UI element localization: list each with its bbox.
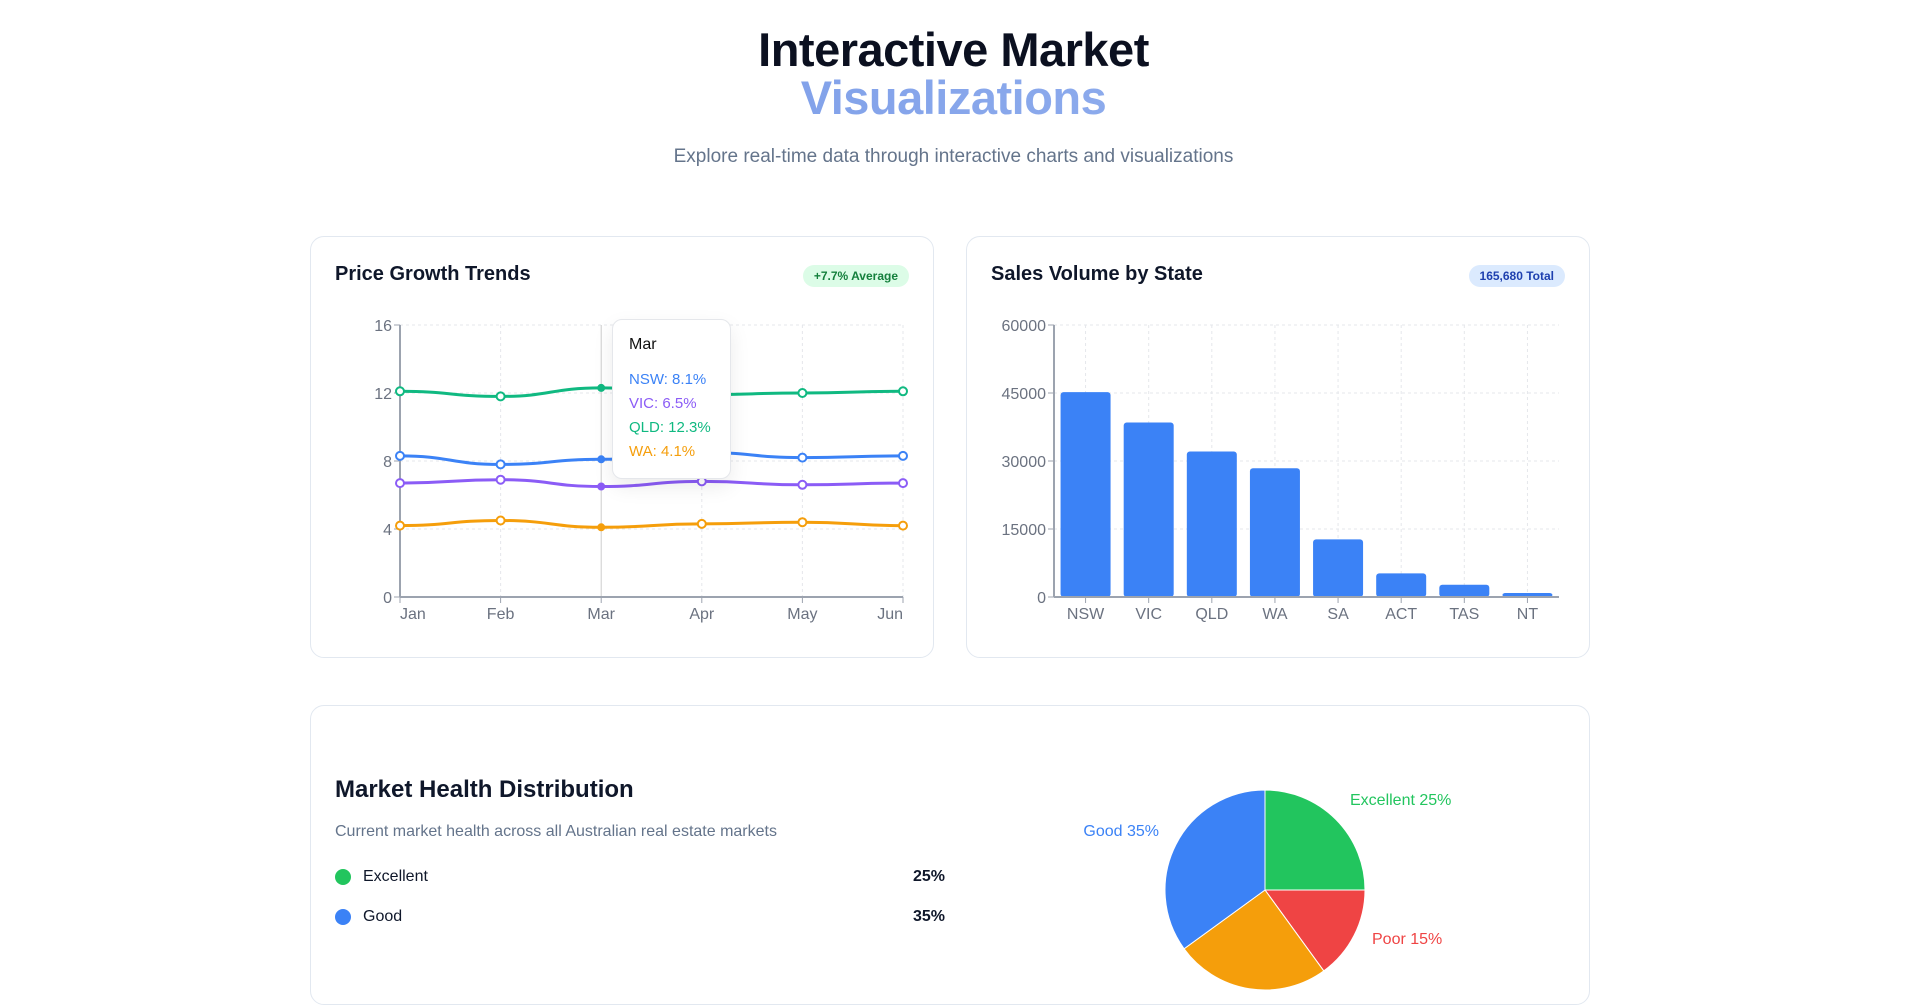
- page-title: Interactive Market: [758, 23, 1149, 76]
- bar-tas: [1439, 584, 1490, 597]
- series-line-wa: [399, 518, 904, 529]
- tooltip-row: NSW: 8.1%: [629, 371, 707, 388]
- tooltip-row: WA: 4.1%: [629, 443, 696, 460]
- tooltip-row: QLD: 12.3%: [629, 419, 711, 436]
- y-tick-label: 15000: [1002, 522, 1047, 539]
- data-point: [797, 452, 808, 463]
- pie-slice: [1164, 789, 1266, 950]
- data-point: [495, 474, 506, 485]
- page-title-accent: Visualizations: [0, 70, 1907, 125]
- y-tick-label: 45000: [1002, 386, 1047, 403]
- x-tick-label: NT: [1517, 606, 1539, 623]
- bar-sa: [1313, 539, 1364, 597]
- data-point: [696, 518, 707, 529]
- data-point: [495, 515, 506, 526]
- data-point: [898, 386, 908, 397]
- data-point: [495, 459, 506, 470]
- y-tick-label: 16: [374, 318, 392, 335]
- series-line-vic: [399, 478, 904, 489]
- legend-value: 25%: [912, 868, 945, 885]
- data-point: [395, 450, 405, 461]
- bar-qld: [1186, 451, 1237, 597]
- data-point: [898, 478, 908, 489]
- legend-item-excellent: Excellent 25%: [335, 868, 945, 886]
- data-point: [797, 479, 808, 490]
- y-tick-label: 60000: [1002, 318, 1047, 335]
- x-tick-label: Mar: [587, 606, 615, 623]
- x-tick-label: Apr: [689, 606, 715, 623]
- data-point: [395, 520, 405, 531]
- page-subtitle: Explore real-time data through interacti…: [673, 146, 1234, 167]
- legend-item-good: Good 35%: [335, 908, 945, 926]
- average-badge: +7.7% Average: [802, 265, 909, 287]
- bar-act: [1376, 573, 1427, 597]
- x-tick-label: QLD: [1195, 606, 1228, 623]
- data-point: [597, 383, 606, 392]
- data-point: [395, 386, 405, 397]
- y-tick-label: 0: [1037, 590, 1046, 607]
- data-point: [597, 455, 606, 464]
- charts-layer: 0 4 8 12 16 Jan Feb Mar Apr May Jun 0 15000 30000 4500…: [374, 318, 1559, 991]
- data-point: [495, 391, 506, 402]
- pie-slice: [1264, 789, 1366, 891]
- card-title: Sales Volume by State: [991, 263, 1203, 285]
- card-subtitle: Current market health across all Austral…: [335, 823, 777, 840]
- x-tick-label: WA: [1262, 606, 1288, 623]
- legend-value: 35%: [912, 908, 945, 925]
- legend-label: Good: [363, 908, 403, 925]
- x-tick-label: SA: [1327, 606, 1349, 623]
- x-tick-label: Jun: [877, 606, 903, 623]
- tooltip-title: Mar: [629, 336, 657, 353]
- legend-label: Excellent: [363, 868, 428, 885]
- chart-tooltip: Mar NSW: 8.1% VIC: 6.5% QLD: 12.3% WA: 4…: [612, 319, 731, 479]
- bar-wa: [1249, 468, 1300, 597]
- data-point: [797, 517, 808, 528]
- data-point: [898, 450, 908, 461]
- y-tick-label: 30000: [1002, 454, 1047, 471]
- x-tick-label: NSW: [1067, 606, 1105, 623]
- y-tick-label: 8: [383, 454, 392, 471]
- y-tick-label: 4: [383, 522, 392, 539]
- bar-vic: [1123, 422, 1174, 597]
- card-title: Market Health Distribution: [335, 776, 634, 803]
- data-point: [797, 388, 808, 398]
- x-tick-label: May: [787, 606, 817, 623]
- data-point: [597, 523, 606, 532]
- x-tick-label: TAS: [1449, 606, 1479, 623]
- tooltip-row: VIC: 6.5%: [629, 395, 697, 412]
- data-point: [898, 520, 908, 531]
- x-tick-label: Jan: [400, 606, 426, 623]
- y-tick-label: 0: [383, 590, 392, 607]
- data-point: [395, 478, 405, 489]
- excellent-dot-icon: [335, 869, 351, 885]
- x-tick-label: VIC: [1135, 606, 1162, 623]
- pie-label: Poor 15%: [1372, 931, 1442, 948]
- y-tick-label: 12: [374, 386, 392, 403]
- x-tick-label: ACT: [1385, 606, 1417, 623]
- pie-label: Excellent 25%: [1350, 792, 1451, 809]
- card-title: Price Growth Trends: [335, 263, 531, 285]
- x-tick-label: Feb: [487, 606, 515, 623]
- good-dot-icon: [335, 909, 351, 925]
- pie-label: Good 35%: [1083, 823, 1159, 840]
- data-point: [597, 482, 606, 491]
- bar-nsw: [1060, 392, 1111, 597]
- total-badge: 165,680 Total: [1468, 265, 1565, 287]
